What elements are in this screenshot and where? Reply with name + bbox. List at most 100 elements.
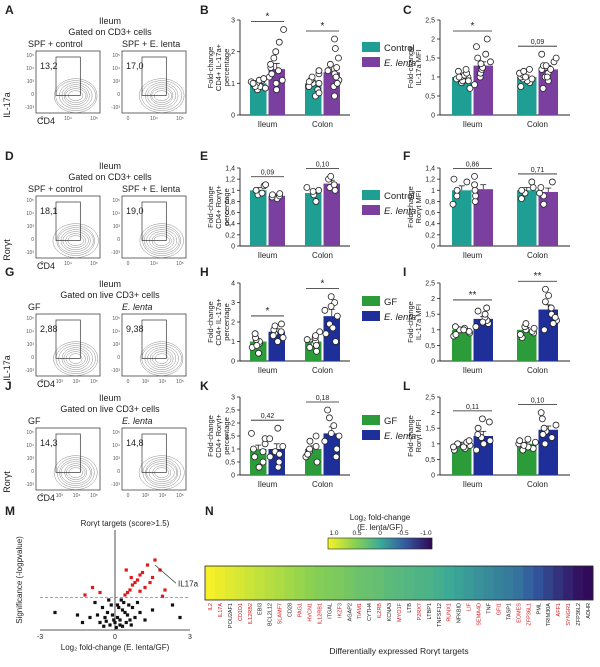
scale-bar-tick: 0.5 bbox=[352, 530, 361, 537]
scale-bar-segment bbox=[428, 538, 431, 549]
volcano-point bbox=[124, 568, 128, 572]
volcano-point bbox=[103, 615, 107, 620]
data-point bbox=[276, 450, 283, 458]
heatmap-scale-title-line2: (E. lenta/GF) bbox=[357, 523, 403, 532]
data-point bbox=[279, 442, 287, 450]
flow-plot-frame bbox=[35, 50, 101, 114]
volcano-point bbox=[129, 575, 133, 580]
volcano-point bbox=[143, 585, 147, 590]
flow-plot-frame bbox=[35, 427, 101, 491]
flow-xtick: 10⁵ bbox=[90, 116, 98, 122]
flow-right-label: E. lenta bbox=[122, 416, 153, 426]
legend-swatch bbox=[362, 42, 380, 52]
volcano-point bbox=[133, 615, 137, 620]
scale-bar-segment bbox=[328, 538, 331, 549]
data-point bbox=[306, 343, 314, 351]
flow-xlabel: CD4 bbox=[37, 261, 55, 271]
heatmap-cell bbox=[354, 566, 365, 600]
data-point bbox=[333, 64, 341, 71]
y-tick-label: 3 bbox=[231, 300, 235, 307]
heatmap-gene-label: TNFSF12 bbox=[437, 603, 443, 627]
legend-label: E. lenta bbox=[384, 431, 416, 442]
scale-bar-segment bbox=[422, 538, 425, 549]
flow-left-label: SPF + control bbox=[28, 184, 83, 194]
data-point bbox=[543, 73, 551, 81]
heatmap-cell bbox=[334, 566, 345, 600]
scale-bar-segment bbox=[354, 538, 357, 549]
legend-swatch bbox=[362, 311, 380, 321]
category-label: Ileum bbox=[463, 251, 483, 260]
volcano-point bbox=[178, 615, 182, 620]
data-point bbox=[518, 195, 525, 203]
flow-ytick: -10³ bbox=[111, 105, 120, 111]
scale-bar-segment bbox=[426, 538, 429, 549]
heatmap-cell bbox=[473, 566, 484, 600]
y-axis-label-line1: Fold-change bbox=[406, 301, 415, 343]
y-axis-label-line3: percentage bbox=[222, 188, 231, 226]
panel-letter-b: B bbox=[200, 3, 209, 17]
volcano-point bbox=[140, 570, 145, 575]
flow-gate-value: 17,0 bbox=[126, 61, 144, 71]
flow-ylabel: IL-17a bbox=[2, 92, 12, 118]
data-point bbox=[331, 35, 338, 43]
flow-contour bbox=[138, 455, 185, 490]
heatmap-cell bbox=[254, 566, 266, 600]
data-point bbox=[462, 66, 470, 73]
heatmap-gene-label: TIAM1 bbox=[357, 603, 363, 619]
data-point bbox=[269, 191, 276, 199]
y-axis-label-line1: Fold-change bbox=[206, 47, 215, 89]
data-point bbox=[255, 463, 263, 471]
y-tick-label: 1,5 bbox=[425, 312, 435, 319]
data-point bbox=[324, 67, 332, 75]
volcano-point bbox=[128, 618, 132, 622]
volcano-label-pointer bbox=[154, 564, 177, 584]
y-tick-label: 0,4 bbox=[225, 221, 235, 228]
flow-ytick: -10³ bbox=[25, 105, 34, 111]
flow-xtick: 10³ bbox=[56, 493, 64, 499]
heatmap-cell bbox=[264, 566, 276, 600]
panel-letter-k: K bbox=[200, 379, 209, 393]
heatmap-gene-label: NFKBID bbox=[457, 603, 463, 623]
volcano-point bbox=[110, 613, 115, 617]
bar bbox=[517, 190, 537, 246]
flow-ytick: 10⁵ bbox=[26, 316, 34, 322]
scale-bar-segment bbox=[408, 538, 411, 549]
data-point bbox=[322, 330, 330, 338]
data-point bbox=[548, 434, 556, 441]
category-label: Ileum bbox=[463, 480, 483, 489]
volcano-point bbox=[123, 593, 127, 597]
data-point bbox=[483, 35, 491, 43]
volcano-point bbox=[158, 568, 162, 572]
flow-ytick: 0 bbox=[31, 237, 34, 243]
flow-xlabel: CD4 bbox=[37, 379, 55, 389]
flow-ytick: 10⁵ bbox=[26, 53, 34, 59]
flow-contour bbox=[53, 455, 98, 490]
data-point bbox=[313, 341, 320, 349]
scale-bar-segment bbox=[412, 538, 415, 549]
y-tick-label: 4 bbox=[231, 281, 235, 288]
scale-bar-segment bbox=[384, 538, 387, 549]
volcano-point bbox=[125, 590, 130, 595]
scale-bar-segment bbox=[424, 538, 427, 549]
data-point bbox=[275, 67, 282, 75]
y-axis-label-line2: Rorγt MFI bbox=[414, 191, 423, 224]
flow-ytick: -10³ bbox=[111, 368, 120, 374]
scale-bar-segment bbox=[406, 538, 409, 549]
significance-label: * bbox=[471, 21, 475, 32]
flow-gate bbox=[141, 433, 167, 473]
scale-bar-segment bbox=[338, 538, 341, 549]
category-label: Colon bbox=[527, 366, 548, 375]
data-point bbox=[471, 181, 478, 189]
legend-swatch bbox=[362, 57, 380, 67]
y-tick-label: 2,5 bbox=[425, 18, 435, 25]
data-point bbox=[271, 322, 279, 330]
y-tick-label: 1,2 bbox=[425, 177, 435, 184]
heatmap-gene-label: CYTH4 bbox=[367, 603, 373, 621]
data-point bbox=[472, 192, 479, 200]
significance-label: 0,18 bbox=[316, 395, 330, 402]
flow-ytick: -10³ bbox=[25, 482, 34, 488]
data-point bbox=[552, 421, 560, 429]
heatmap-cell bbox=[583, 566, 594, 600]
volcano-point bbox=[75, 613, 80, 617]
volcano-point bbox=[117, 605, 121, 610]
